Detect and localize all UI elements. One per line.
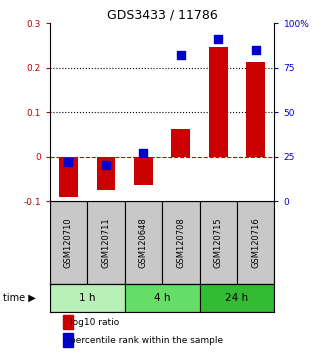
Text: GSM120711: GSM120711 xyxy=(101,217,110,268)
Bar xyxy=(200,201,237,284)
Point xyxy=(103,162,108,168)
Point xyxy=(216,36,221,42)
Bar xyxy=(200,284,274,312)
Text: 1 h: 1 h xyxy=(79,293,95,303)
Bar xyxy=(134,156,153,185)
Bar xyxy=(162,201,200,284)
Bar xyxy=(87,201,125,284)
Text: time ▶: time ▶ xyxy=(3,293,36,303)
Bar xyxy=(125,284,200,312)
Text: GSM120708: GSM120708 xyxy=(176,217,185,268)
Text: 24 h: 24 h xyxy=(225,293,248,303)
Point xyxy=(253,47,258,52)
Bar xyxy=(63,333,73,347)
Text: GSM120648: GSM120648 xyxy=(139,217,148,268)
Title: GDS3433 / 11786: GDS3433 / 11786 xyxy=(107,9,218,22)
Bar xyxy=(209,47,228,156)
Bar xyxy=(237,201,274,284)
Bar xyxy=(97,156,115,190)
Text: GSM120710: GSM120710 xyxy=(64,217,73,268)
Point xyxy=(141,150,146,156)
Point xyxy=(178,52,183,58)
Text: GSM120716: GSM120716 xyxy=(251,217,260,268)
Text: percentile rank within the sample: percentile rank within the sample xyxy=(70,336,223,346)
Text: log10 ratio: log10 ratio xyxy=(70,319,119,327)
Bar xyxy=(247,62,265,156)
Bar xyxy=(50,284,125,312)
Text: 4 h: 4 h xyxy=(154,293,170,303)
Bar xyxy=(125,201,162,284)
Bar xyxy=(171,129,190,156)
Bar xyxy=(50,201,87,284)
Point xyxy=(66,159,71,165)
Bar xyxy=(63,315,73,330)
Bar xyxy=(59,156,78,196)
Text: GSM120715: GSM120715 xyxy=(214,217,223,268)
